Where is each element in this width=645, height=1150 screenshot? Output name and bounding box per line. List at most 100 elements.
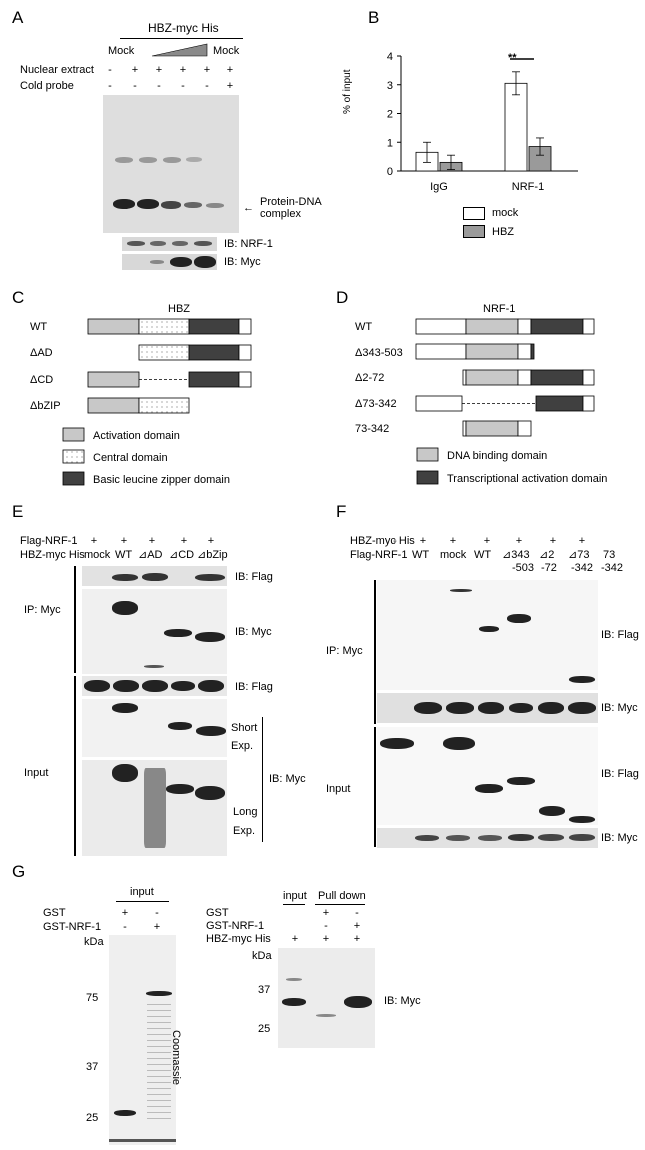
panel-f-ip-myc-blot	[377, 693, 598, 723]
panel-f-input-label: Input	[326, 783, 351, 795]
panel-e-letter: E	[12, 502, 24, 521]
emsa-band	[113, 199, 135, 209]
legend-mock-swatch	[463, 207, 485, 220]
gel-band	[109, 1139, 176, 1142]
blot-band	[446, 835, 470, 841]
panel-g-rr2-v2: +	[353, 920, 361, 932]
panel-a-r2-v5: +	[226, 80, 234, 92]
blot-band	[168, 722, 192, 730]
emsa-faint-band	[186, 157, 202, 162]
panel-c-row-dcd: ΔCD	[30, 374, 54, 386]
panel-g-rr3-v0: +	[291, 933, 299, 945]
panel-e-lane-2: ⊿AD	[138, 549, 163, 561]
panel-f-input-bracket	[374, 727, 376, 847]
panel-a-row2-label: Cold probe	[20, 80, 74, 92]
panel-g-lr1-v0: +	[121, 907, 129, 919]
panel-e-r1-v0: +	[90, 535, 98, 547]
blot-band	[446, 702, 474, 714]
panel-a-nrf1-blot	[122, 237, 217, 251]
panel-e-r1-v2: +	[148, 535, 156, 547]
panel-f-lane-6b: -342	[601, 562, 624, 574]
blot-band	[450, 589, 472, 592]
panel-e-row1-label: Flag-NRF-1	[20, 535, 78, 547]
panel-e-long: Long	[233, 806, 258, 818]
panel-d-row-2: Δ2-72	[355, 372, 385, 384]
panel-a-ib2: IB: Myc	[224, 256, 261, 268]
panel-f-lane-4: ⊿2	[539, 549, 555, 561]
panel-g-pulldown-blot	[278, 948, 375, 1048]
panel-g-lr2-v0: -	[123, 921, 127, 933]
panel-c-row-dbzip: ΔbZIP	[30, 400, 61, 412]
panel-a-r2-v1: -	[133, 80, 137, 92]
blot-band	[84, 680, 110, 692]
panel-g-marker-37: 37	[86, 1061, 99, 1073]
panel-f-lane-0: WT	[412, 549, 430, 561]
panel-d-row-4: 73-342	[355, 423, 390, 435]
panel-d-diagram	[415, 318, 595, 485]
blot-band	[142, 680, 168, 692]
panel-g-coomassie-gel	[109, 935, 176, 1145]
panel-a-r2-v3: -	[181, 80, 185, 92]
blot-band	[166, 784, 194, 794]
panel-e-ip-bracket	[74, 566, 76, 673]
emsa-band	[137, 199, 159, 209]
panel-a-r1-v0: -	[108, 64, 112, 76]
panel-a-gradient-triangle	[151, 43, 208, 57]
panel-a-arrow: ←	[243, 202, 254, 214]
panel-d-row-1: Δ343-503	[355, 347, 403, 359]
panel-c-legend-1: Activation domain	[93, 430, 180, 442]
panel-f-row2-label: Flag-NRF-1	[350, 549, 408, 561]
panel-f-lane-5: ⊿73	[568, 549, 590, 561]
blot-band	[478, 835, 502, 841]
panel-b-letter: B	[368, 8, 380, 27]
panel-g-right-header-input: input	[283, 890, 307, 902]
blot-band	[316, 1014, 336, 1017]
panel-f-row1-label: HBZ-myc His	[350, 535, 415, 547]
panel-a-r1-v5: +	[226, 64, 234, 76]
panel-g-rr3-v1: +	[322, 933, 330, 945]
panel-g-right-input-line	[283, 904, 305, 905]
blot-band	[569, 834, 595, 841]
panel-d-letter: D	[336, 288, 349, 307]
blot-band	[344, 996, 372, 1008]
panel-f-ip-label: IP: Myc	[326, 645, 363, 657]
blot-band	[380, 738, 414, 749]
blot-band	[194, 256, 216, 268]
panel-f-ib-myc: IB: Myc	[601, 702, 638, 714]
panel-g-right-header-pulldown: Pull down	[318, 890, 366, 902]
panel-f-ib-flag2: IB: Flag	[601, 768, 639, 780]
panel-a-r1-v4: +	[203, 64, 211, 76]
panel-f-ip-bracket	[374, 580, 376, 724]
panel-e-ip-myc-blot	[82, 589, 227, 674]
panel-g-marker-25: 25	[86, 1112, 99, 1124]
blot-band	[195, 574, 225, 581]
panel-e-lane-1: WT	[115, 549, 133, 561]
panel-a-r2-v0: -	[108, 80, 112, 92]
panel-f-r1-v3: +	[483, 535, 491, 547]
panel-g-right-pulldown-line	[315, 904, 365, 905]
blot-band	[144, 665, 164, 668]
panel-f-lane-3: ⊿343	[502, 549, 530, 561]
emsa-band	[206, 203, 224, 208]
blot-band	[508, 834, 534, 841]
panel-g-kda: kDa	[84, 936, 104, 948]
y-tick-label: 3	[387, 80, 393, 92]
panel-f-ib-myc2: IB: Myc	[601, 832, 638, 844]
legend-hbz-label: HBZ	[492, 226, 514, 238]
blot-band	[507, 777, 535, 785]
blot-band	[539, 806, 565, 816]
panel-e-lane-0: mock	[84, 549, 111, 561]
panel-c-legend-2: Central domain	[93, 452, 168, 464]
panel-g-right-marker-37: 37	[258, 984, 271, 996]
blot-band	[569, 816, 595, 823]
panel-e-ip-label: IP: Myc	[24, 604, 61, 616]
blot-band	[144, 768, 166, 848]
emsa-faint-band	[115, 157, 133, 163]
emsa-faint-band	[163, 157, 181, 163]
panel-a-r2-v2: -	[157, 80, 161, 92]
emsa-faint-band	[139, 157, 157, 163]
blot-band	[112, 601, 138, 615]
panel-g-right-marker-25: 25	[258, 1023, 271, 1035]
blot-band	[282, 998, 306, 1006]
blot-band	[198, 680, 224, 692]
